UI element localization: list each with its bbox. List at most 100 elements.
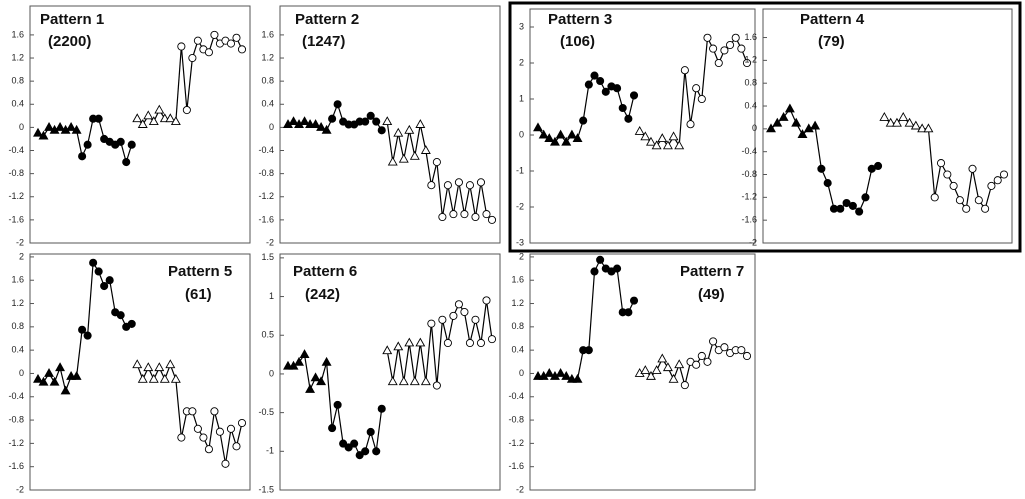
- triangle-marker: [33, 373, 43, 383]
- circle-marker: [237, 45, 247, 54]
- y-tick-label: 0.4: [261, 99, 274, 109]
- circle-marker: [817, 164, 826, 173]
- triangle-marker: [143, 362, 154, 372]
- connector: [576, 350, 584, 380]
- circle-marker: [204, 445, 213, 454]
- triangle-marker: [544, 133, 555, 143]
- triangle-marker: [885, 117, 896, 127]
- triangle-marker: [657, 353, 668, 363]
- y-tick-label: 1.2: [11, 52, 24, 62]
- circle-marker: [584, 80, 593, 89]
- triangle-marker: [393, 127, 404, 137]
- circle-marker: [482, 296, 491, 305]
- circle-marker: [584, 346, 593, 355]
- connector: [75, 329, 83, 377]
- y-tick-label: -1: [266, 446, 274, 456]
- triangle-marker: [917, 123, 928, 133]
- circle-marker: [703, 357, 712, 366]
- triangle-marker: [398, 153, 409, 163]
- y-tick-label: -2: [516, 484, 524, 494]
- triangle-marker: [904, 117, 915, 127]
- y-tick-label: -1.6: [8, 461, 24, 471]
- panel-title: Pattern 7: [680, 263, 744, 280]
- triangle-marker: [778, 112, 789, 121]
- y-tick-label: 0.8: [744, 78, 757, 88]
- circle-marker: [993, 176, 1002, 185]
- circle-marker: [344, 443, 353, 452]
- triangle-marker: [170, 373, 181, 383]
- panel-subtitle: (2200): [48, 33, 91, 50]
- circle-marker: [987, 181, 996, 190]
- circle-marker: [590, 267, 599, 276]
- circle-marker: [210, 30, 219, 39]
- circle-marker: [116, 137, 125, 146]
- y-tick-label: -3: [516, 237, 524, 247]
- circle-marker: [78, 152, 87, 161]
- y-tick-label: 0: [269, 368, 274, 378]
- triangle-marker: [393, 341, 404, 351]
- circle-marker: [465, 338, 474, 348]
- triangle-marker: [797, 129, 808, 139]
- triangle-marker: [879, 112, 890, 121]
- triangle-marker: [382, 345, 393, 355]
- circle-marker: [372, 117, 381, 126]
- circle-marker: [714, 58, 723, 68]
- triangle-marker: [165, 113, 176, 123]
- triangle-marker: [533, 122, 543, 132]
- circle-marker: [471, 212, 480, 222]
- panel-title: Pattern 6: [293, 263, 357, 280]
- circle-marker: [210, 407, 219, 416]
- triangle-marker: [572, 133, 583, 143]
- circle-marker: [116, 311, 125, 320]
- circle-marker: [366, 111, 375, 120]
- y-tick-label: 1.6: [11, 29, 24, 39]
- circle-marker: [339, 439, 348, 448]
- circle-marker: [720, 46, 729, 55]
- connector: [927, 128, 936, 198]
- panel-title: Pattern 3: [548, 11, 612, 28]
- y-tick-label: -0.4: [8, 391, 24, 401]
- y-tick-label: 1.2: [261, 52, 274, 62]
- circle-marker: [624, 308, 633, 317]
- triangle-marker: [415, 119, 426, 128]
- triangle-marker: [668, 373, 679, 383]
- triangle-marker: [60, 385, 71, 395]
- circle-marker: [482, 210, 491, 219]
- y-tick-label: -2: [16, 237, 24, 247]
- triangle-marker: [404, 337, 415, 347]
- connector: [175, 379, 182, 438]
- circle-marker: [624, 114, 633, 123]
- triangle-marker: [810, 120, 821, 130]
- series-line: [430, 161, 493, 221]
- triangle-marker: [305, 383, 316, 393]
- panel-title: Pattern 1: [40, 11, 104, 28]
- circle-marker: [89, 258, 98, 267]
- y-tick-label: 2: [19, 251, 24, 261]
- circle-marker: [372, 447, 381, 456]
- circle-marker: [83, 331, 92, 340]
- circle-marker: [221, 459, 230, 468]
- triangle-marker: [674, 359, 685, 369]
- panel-subtitle: (106): [560, 33, 595, 50]
- y-tick-label: -2: [16, 484, 24, 494]
- triangle-marker: [651, 365, 662, 374]
- circle-marker: [333, 400, 342, 409]
- triangle-marker: [38, 130, 49, 140]
- circle-marker: [476, 178, 486, 187]
- triangle-marker: [640, 131, 651, 141]
- highlight-box: [508, 1, 1022, 253]
- circle-marker: [449, 210, 458, 219]
- circle-marker: [361, 447, 370, 456]
- circle-marker: [943, 170, 952, 179]
- panel-subtitle: (49): [698, 286, 725, 303]
- y-tick-label: -2: [516, 201, 524, 211]
- panel-subtitle: (242): [305, 286, 340, 303]
- y-tick-label: 0.4: [511, 345, 524, 355]
- y-tick-label: -0.4: [8, 145, 24, 155]
- circle-marker: [377, 126, 386, 135]
- triangle-marker: [420, 145, 431, 154]
- circle-marker: [579, 116, 588, 125]
- plot-frame: [29, 5, 251, 244]
- y-tick-label: -1.6: [741, 215, 757, 225]
- circle-marker: [427, 181, 436, 190]
